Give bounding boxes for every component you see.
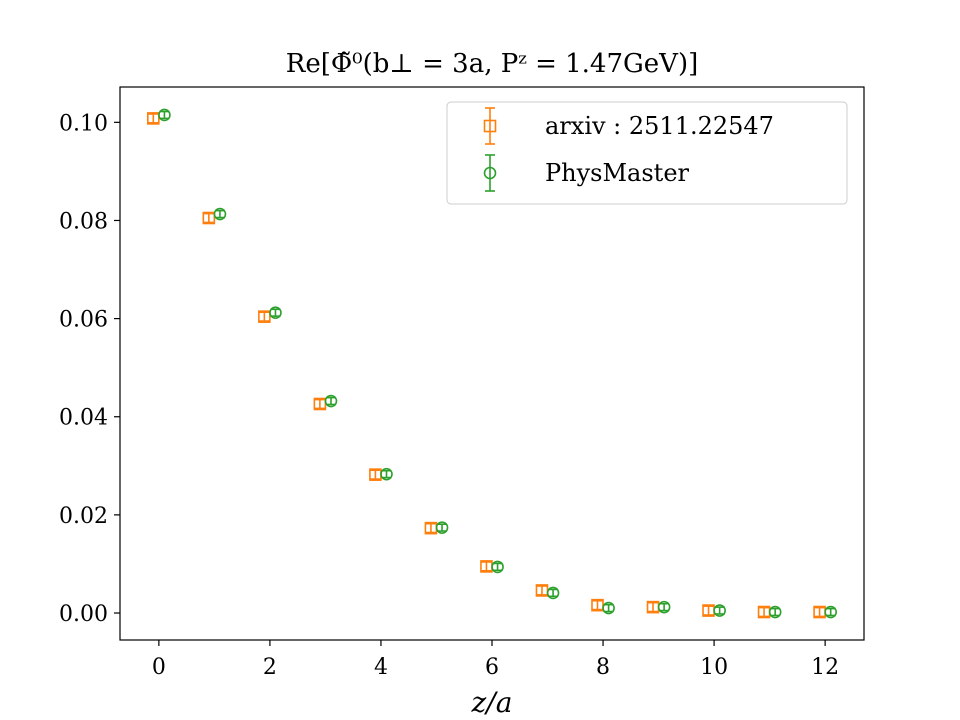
data-point: [657, 600, 671, 614]
data-point: [258, 310, 271, 323]
x-tick-label: 2: [263, 655, 277, 680]
data-point-circle: [768, 605, 782, 619]
data-point: [813, 605, 826, 619]
data-point: [324, 394, 338, 408]
data-point-circle: [713, 604, 726, 617]
y-axis: 0.00 0.02 0.04 0.06 0.08 0.10: [59, 111, 120, 627]
data-point-circle: [324, 394, 338, 408]
y-tick-label: 0.00: [59, 602, 108, 627]
y-tick-label: 0.08: [59, 209, 108, 234]
y-tick-label: 0.10: [59, 111, 108, 136]
data-point-circle: [269, 306, 282, 320]
data-point-square: [313, 397, 327, 411]
legend-box: [446, 101, 848, 205]
x-axis: 0 2 4 6 8 10 12: [152, 640, 839, 680]
data-point-square: [483, 119, 497, 133]
data-point: [202, 211, 216, 225]
data-point: [757, 605, 771, 619]
data-point: [435, 521, 449, 534]
data-point-square: [147, 112, 160, 125]
x-axis-label: z/a: [471, 686, 513, 719]
data-point-circle: [602, 601, 615, 615]
data-point: [491, 560, 504, 574]
y-tick-label: 0.06: [59, 308, 108, 333]
x-tick-label: 8: [596, 655, 610, 680]
series-layer: [147, 108, 837, 619]
x-tick-label: 12: [811, 655, 839, 680]
legend-label-physmaster: PhysMaster: [545, 159, 690, 187]
data-point: [380, 467, 393, 481]
data-point-circle: [824, 605, 837, 619]
data-point: [824, 605, 837, 619]
data-point-circle: [435, 521, 449, 534]
data-point: [591, 598, 604, 612]
x-tick-label: 4: [374, 655, 388, 680]
data-point-circle: [158, 108, 171, 122]
data-point: [313, 397, 327, 411]
chart-title: Re[Φ̃⁰(b⊥ = 3a, Pᶻ = 1.47GeV)]: [286, 49, 698, 79]
data-point: [546, 586, 560, 600]
data-point-circle: [380, 467, 393, 481]
legend-marker-arxiv: [483, 107, 497, 145]
x-tick-label: 10: [700, 655, 728, 680]
data-point-circle: [213, 207, 227, 221]
data-point-circle: [483, 166, 497, 180]
data-point: [768, 605, 782, 619]
y-tick-label: 0.02: [59, 504, 108, 529]
x-tick-label: 0: [152, 655, 166, 680]
data-point-square: [202, 211, 216, 225]
data-point: [147, 112, 160, 125]
data-point-circle: [546, 586, 560, 600]
data-point-square: [591, 598, 604, 612]
legend-label-arxiv: arxiv : 2511.22547: [545, 112, 774, 140]
legend: arxiv : 2511.22547 PhysMaster: [446, 101, 848, 205]
data-point: [602, 601, 615, 615]
series-physmaster: [158, 108, 837, 619]
legend-marker-physmaster: [483, 154, 497, 192]
data-point-square: [258, 310, 271, 323]
data-point: [369, 468, 382, 481]
data-point-circle: [657, 600, 671, 614]
x-tick-label: 6: [485, 655, 499, 680]
y-tick-label: 0.04: [59, 406, 108, 431]
data-point: [269, 306, 282, 320]
data-point-circle: [491, 560, 504, 574]
data-point: [213, 207, 227, 221]
data-point: [713, 604, 726, 617]
data-point: [158, 108, 171, 122]
